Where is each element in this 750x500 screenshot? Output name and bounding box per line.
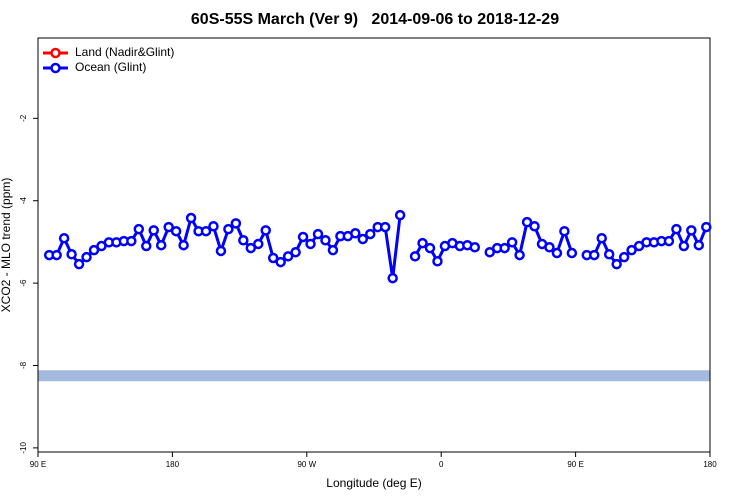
data-point [245, 242, 257, 254]
data-point [350, 228, 361, 239]
data-point [88, 244, 100, 256]
data-point [529, 221, 540, 232]
data-point [260, 225, 271, 236]
data-point [365, 228, 376, 240]
data-point [275, 256, 286, 268]
data-point [305, 238, 316, 250]
data-point [409, 251, 421, 262]
data-point [506, 237, 518, 248]
data-point [618, 251, 630, 263]
data-point [312, 228, 324, 240]
data-point [611, 258, 622, 270]
data-point [141, 240, 152, 252]
data-point [499, 242, 510, 254]
y-tick-label: -6 [19, 279, 28, 287]
y-tick-label: -8 [19, 361, 28, 369]
data-point [253, 238, 264, 250]
data-point [394, 209, 406, 221]
data-point [544, 242, 555, 253]
data-point [320, 235, 331, 246]
data-point [208, 221, 219, 232]
data-point [589, 249, 600, 261]
legend-label: Ocean (Glint) [75, 60, 146, 74]
x-tick-label: 180 [166, 460, 180, 469]
y-axis-label: XCO2 - MLO trend (ppm) [0, 178, 13, 313]
data-point [200, 225, 212, 237]
data-point [626, 244, 637, 256]
data-point [387, 272, 398, 284]
data-point [223, 223, 234, 235]
data-point [551, 247, 563, 259]
legend-label: Land (Nadir&Glint) [75, 45, 174, 59]
data-point [379, 221, 391, 233]
data-point [282, 251, 294, 262]
y-tick-label: -4 [19, 197, 28, 205]
x-tick-label: 90 E [567, 460, 583, 469]
y-tick-label: -2 [19, 114, 28, 122]
data-point [297, 231, 309, 243]
data-point [185, 212, 197, 224]
y-tick-label: -10 [19, 442, 28, 454]
data-point [701, 221, 712, 233]
x-tick-label: 180 [703, 460, 717, 469]
data-point [603, 249, 615, 260]
legend-marker [50, 62, 61, 74]
data-point [178, 239, 189, 251]
data-point [238, 235, 249, 246]
data-point [163, 221, 174, 233]
legend-marker [50, 47, 61, 59]
data-point [215, 245, 227, 257]
data-point [566, 247, 578, 259]
x-tick-label: 90 E [30, 460, 46, 469]
data-point [357, 233, 369, 245]
data-point [51, 249, 62, 261]
x-tick-label: 90 W [297, 460, 316, 469]
plot-frame [37, 37, 711, 453]
data-point [155, 239, 167, 251]
data-point [596, 232, 607, 244]
data-point [66, 249, 77, 260]
data-point [521, 216, 533, 228]
data-point [126, 235, 137, 247]
data-point [469, 242, 481, 253]
data-point [671, 223, 682, 235]
data-point [686, 225, 697, 236]
data-point [267, 252, 279, 264]
data-point [327, 244, 339, 256]
data-point [81, 251, 92, 263]
x-axis-label: Longitude (deg E) [326, 476, 421, 490]
data-point [417, 237, 428, 249]
data-point [432, 256, 443, 267]
data-point [424, 242, 436, 254]
data-point [170, 225, 182, 237]
data-point [514, 249, 525, 261]
data-point [693, 239, 705, 251]
data-point [148, 225, 159, 236]
data-point [559, 225, 570, 237]
data-point [663, 235, 675, 247]
data-point [133, 223, 145, 235]
data-point [230, 218, 242, 229]
x-tick-label: 0 [439, 460, 444, 469]
data-point [58, 232, 70, 244]
data-point [290, 246, 301, 258]
chart-title: 60S-55S March (Ver 9) 2014-09-06 to 2018… [191, 11, 559, 28]
data-point [484, 246, 495, 258]
data-point [73, 258, 85, 270]
data-point [678, 240, 690, 252]
